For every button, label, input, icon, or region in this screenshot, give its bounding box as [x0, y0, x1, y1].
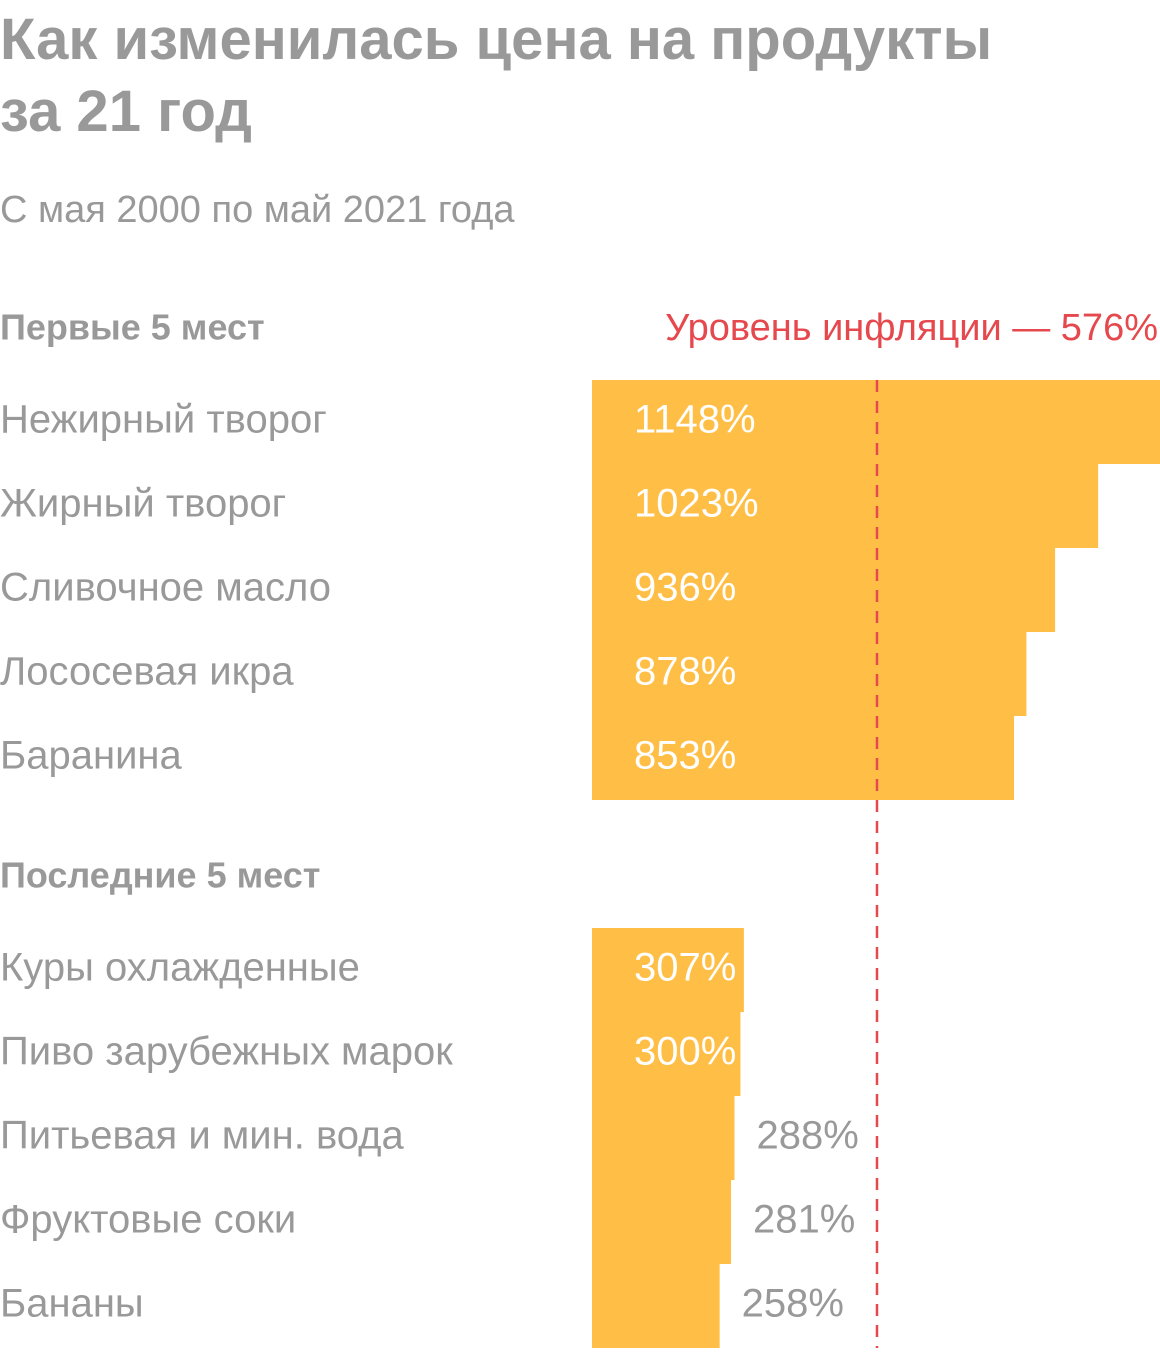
value-label: 853%: [634, 734, 736, 778]
category-label: Куры охлажденные: [0, 946, 360, 990]
category-label: Сливочное масло: [0, 566, 331, 610]
bar: [592, 716, 1015, 800]
category-label: Лососевая икра: [0, 650, 294, 694]
bar: [592, 1096, 735, 1180]
bar: [592, 928, 744, 1012]
category-label: Жирный творог: [0, 482, 286, 526]
category-label: Нежирный творог: [0, 398, 327, 442]
value-label: 1023%: [634, 482, 759, 526]
value-label: 281%: [753, 1198, 855, 1242]
bar: [592, 1012, 741, 1096]
bar: [592, 1180, 732, 1264]
category-label: Питьевая и мин. вода: [0, 1114, 404, 1158]
category-label: Фруктовые соки: [0, 1198, 296, 1242]
bar: [592, 464, 1099, 548]
bar: [592, 1264, 720, 1348]
group-header: Последние 5 мест: [0, 855, 320, 896]
value-label: 936%: [634, 566, 736, 610]
bar: [592, 548, 1056, 632]
value-label: 1148%: [634, 398, 756, 442]
value-label: 300%: [634, 1030, 736, 1074]
category-label: Пиво зарубежных марок: [0, 1030, 453, 1074]
value-label: 258%: [742, 1282, 844, 1326]
group-header: Первые 5 мест: [0, 307, 265, 348]
chart-title: Как изменилась цена на продукты за 21 го…: [0, 7, 993, 144]
value-label: 307%: [634, 946, 736, 990]
value-label: 878%: [634, 650, 736, 694]
value-label: 288%: [756, 1114, 858, 1158]
chart-subtitle: С мая 2000 по май 2021 года: [0, 189, 515, 231]
category-label: Бананы: [0, 1282, 144, 1326]
inflation-label: Уровень инфляции — 576%: [665, 307, 1158, 349]
category-label: Баранина: [0, 734, 183, 778]
bar: [592, 632, 1027, 716]
